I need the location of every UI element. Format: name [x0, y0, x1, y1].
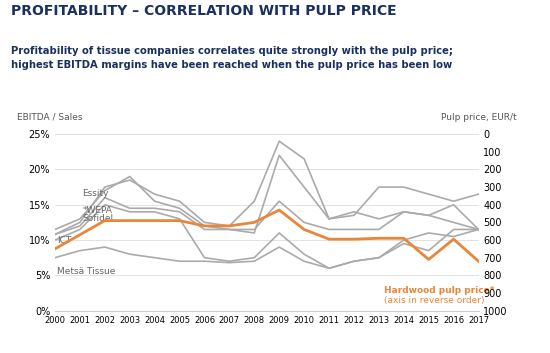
- Text: Pulp price, EUR/t: Pulp price, EUR/t: [441, 113, 516, 122]
- Text: PROFITABILITY – CORRELATION WITH PULP PRICE: PROFITABILITY – CORRELATION WITH PULP PR…: [11, 4, 397, 18]
- Text: Metsä Tissue: Metsä Tissue: [58, 267, 116, 276]
- Text: Sofidel: Sofidel: [82, 214, 113, 223]
- Text: Essity: Essity: [82, 189, 109, 198]
- Text: Profitability of tissue companies correlates quite strongly with the pulp price;: Profitability of tissue companies correl…: [11, 46, 453, 70]
- Text: Hardwood pulp price*: Hardwood pulp price*: [384, 286, 494, 295]
- Text: *WEPA: *WEPA: [82, 206, 112, 215]
- Text: ICT: ICT: [58, 235, 72, 245]
- Text: EBITDA / Sales: EBITDA / Sales: [17, 113, 82, 122]
- Text: (axis in reverse order): (axis in reverse order): [384, 295, 485, 305]
